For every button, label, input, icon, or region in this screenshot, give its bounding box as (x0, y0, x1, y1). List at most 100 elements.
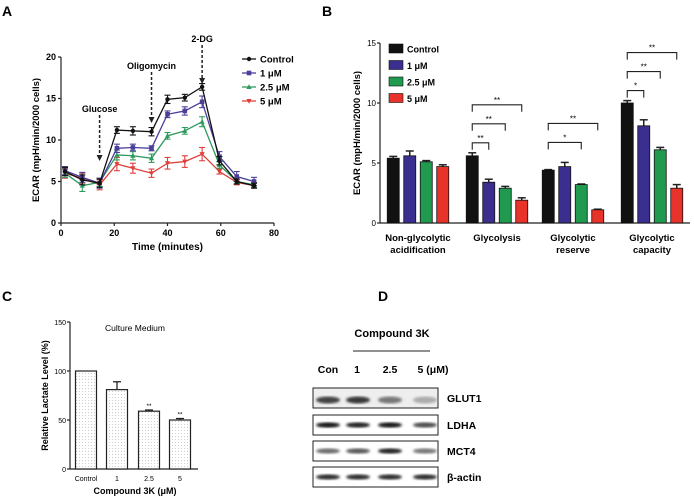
y-tick-label: 150 (54, 320, 66, 327)
bar (515, 199, 529, 224)
bar (482, 181, 496, 224)
protein-band (346, 396, 370, 404)
lane-label: 1 (354, 364, 360, 376)
significance-label: ** (649, 44, 655, 53)
blot-row-glut1: GLUT1 (312, 387, 482, 409)
legend-swatch (388, 43, 404, 54)
y-axis-label: ECAR (mpH/min/2000 cells) (31, 78, 42, 202)
bar (168, 419, 192, 470)
series-control (61, 83, 258, 189)
significance-bracket (547, 141, 582, 150)
bar (558, 166, 572, 224)
y-tick-label: 5 (51, 177, 56, 187)
protein-band (316, 422, 340, 428)
data-point (165, 111, 170, 117)
x-axis-label: Compound 3K (μM) (94, 486, 177, 496)
chart-title: Culture Medium (105, 323, 165, 333)
legend-swatch (388, 93, 404, 103)
x-axis-label: Time (minutes) (132, 242, 203, 253)
protein-band (413, 474, 437, 480)
protein-band (316, 396, 340, 404)
blot-row-ldha: LDHA (312, 414, 477, 436)
bar (465, 155, 479, 224)
panel-label-b: B (322, 3, 332, 19)
annotation-2-dg: 2-DG (191, 34, 213, 44)
panel-d-western-blot: Compound 3K Con 1 2.5 5 (μM) GLUT1 LDHA MCT4 β-a… (312, 328, 482, 488)
data-point (234, 179, 239, 184)
data-point (114, 127, 120, 133)
arrowhead (199, 78, 206, 84)
bar (541, 169, 555, 224)
data-point (182, 108, 188, 114)
protein-label: β-actin (447, 472, 481, 484)
lane-label: Con (318, 364, 338, 376)
y-tick-label: 0 (51, 218, 56, 228)
bar (386, 157, 400, 224)
significance-bracket (471, 142, 490, 150)
y-tick-label: 0 (62, 467, 66, 474)
data-point (234, 174, 240, 179)
blot-frame (312, 387, 439, 409)
blot-row-mct4: MCT4 (312, 440, 476, 462)
annotation-glucose: Glucose (82, 104, 118, 114)
protein-band (316, 448, 340, 454)
legend-label: 5 μM (407, 94, 428, 104)
data-point (148, 171, 155, 176)
bar (105, 389, 129, 470)
panel-label-a: A (2, 3, 12, 19)
significance-bracket (471, 123, 506, 131)
x-tick-label: 5 (178, 476, 182, 483)
significance-bracket (471, 104, 523, 112)
legend-label: 1 μM (407, 61, 428, 71)
bar (436, 166, 450, 224)
bar (403, 155, 417, 224)
y-tick-label: 20 (46, 52, 56, 62)
data-point (114, 152, 120, 157)
x-tick-label: Control (75, 476, 98, 483)
legend-label: 1 μM (260, 69, 282, 80)
y-axis-label: ECAR (mpH/min/2000 cells) (352, 71, 363, 195)
protein-band (413, 396, 437, 404)
y-tick-label: 0 (372, 219, 377, 228)
data-point (251, 179, 257, 184)
bar (574, 184, 588, 224)
data-point (165, 97, 170, 102)
annotation-oligomycin: Oligomycin (127, 61, 176, 71)
category-label: acidification (390, 245, 446, 256)
x-tick-label: 0 (58, 228, 63, 238)
significance-label: ** (146, 403, 152, 410)
bar (419, 161, 433, 224)
y-tick-label: 5 (372, 159, 377, 168)
x-tick-label: 80 (269, 228, 279, 238)
protein-label: LDHA (447, 420, 477, 432)
data-point (114, 162, 120, 167)
protein-band (378, 422, 402, 428)
significance-label: * (563, 133, 566, 142)
significance-label: ** (494, 96, 500, 105)
protein-band (346, 448, 370, 454)
data-point (199, 118, 205, 124)
category-label: Non-glycolytic (385, 233, 450, 244)
data-point (149, 146, 154, 151)
significance-bracket (626, 52, 678, 60)
data-point (199, 84, 205, 90)
y-tick-label: 100 (54, 369, 66, 376)
significance-label: * (634, 82, 637, 91)
y-tick-label: 10 (367, 99, 376, 108)
legend-label: 2.5 μM (407, 78, 435, 88)
legend-label: 5 μM (260, 97, 282, 108)
data-point (246, 84, 252, 89)
bar (591, 209, 605, 224)
data-point (182, 159, 188, 165)
arrowhead (148, 117, 155, 123)
protein-band (378, 474, 402, 480)
y-tick-label: 15 (46, 94, 56, 104)
blot-frame (312, 414, 439, 436)
y-tick-label: 10 (46, 135, 56, 145)
data-point (199, 99, 205, 105)
legend-swatch (388, 60, 404, 70)
blot-frame (312, 440, 439, 462)
protein-band (413, 448, 437, 454)
legend-label: Control (260, 55, 294, 66)
